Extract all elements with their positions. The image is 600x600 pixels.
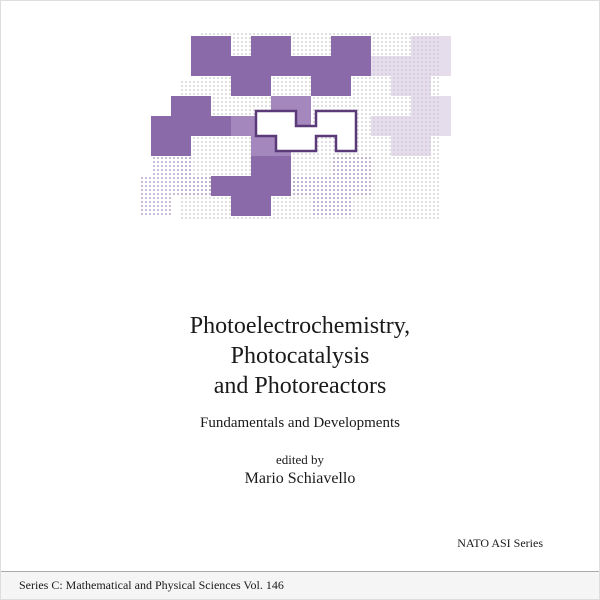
title-block: Photoelectrochemistry, Photocatalysis an… bbox=[1, 311, 599, 488]
title-line-1: Photoelectrochemistry, bbox=[190, 313, 410, 339]
book-title: Photoelectrochemistry, Photocatalysis an… bbox=[1, 311, 599, 401]
footer-bar: Series C: Mathematical and Physical Scie… bbox=[1, 571, 599, 599]
title-line-2: Photocatalysis bbox=[231, 343, 370, 369]
tessellation-graphic bbox=[141, 21, 481, 271]
cover-pattern bbox=[141, 21, 481, 271]
book-cover: Photoelectrochemistry, Photocatalysis an… bbox=[0, 0, 600, 600]
editor-name: Mario Schiavello bbox=[1, 470, 599, 488]
series-badge: NATO ASI Series bbox=[457, 536, 543, 551]
book-subtitle: Fundamentals and Developments bbox=[1, 415, 599, 432]
edited-by-label: edited by bbox=[1, 452, 599, 468]
title-line-3: and Photoreactors bbox=[214, 373, 387, 399]
footer-series-text: Series C: Mathematical and Physical Scie… bbox=[19, 578, 284, 593]
